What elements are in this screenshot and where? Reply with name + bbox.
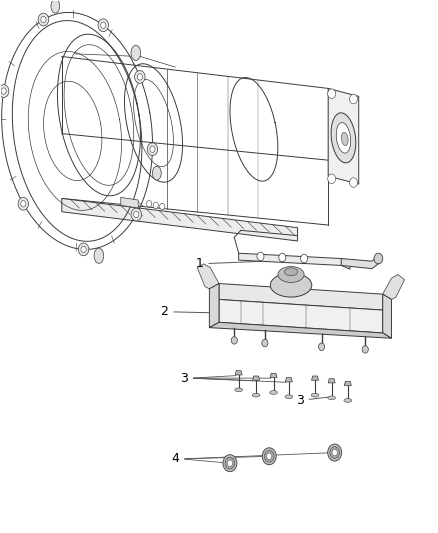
Ellipse shape [235,388,243,392]
Circle shape [153,202,158,208]
Polygon shape [344,381,351,385]
Circle shape [332,449,337,456]
Text: 3: 3 [296,394,329,407]
Circle shape [350,94,357,104]
Polygon shape [328,88,359,184]
Ellipse shape [152,166,161,180]
Polygon shape [235,370,242,375]
Circle shape [159,203,165,209]
Circle shape [279,253,286,262]
Circle shape [350,177,357,187]
Ellipse shape [131,45,141,61]
Circle shape [262,448,276,465]
Polygon shape [341,255,381,269]
Circle shape [38,13,49,26]
Circle shape [147,143,158,156]
Polygon shape [311,376,318,380]
Circle shape [0,85,9,98]
Circle shape [267,453,272,459]
Circle shape [101,22,106,28]
Circle shape [328,444,342,461]
Circle shape [134,70,145,83]
Circle shape [134,212,139,218]
Circle shape [265,450,274,462]
Text: 1: 1 [195,257,288,270]
Circle shape [330,447,339,458]
Polygon shape [219,300,383,333]
Circle shape [78,243,89,256]
Ellipse shape [285,395,293,399]
Polygon shape [383,274,405,300]
Text: 2: 2 [160,305,233,318]
Polygon shape [219,284,383,310]
Circle shape [231,337,237,344]
Ellipse shape [328,396,336,400]
Polygon shape [121,197,138,208]
Circle shape [374,253,383,264]
Circle shape [227,460,233,466]
Polygon shape [328,378,335,383]
Circle shape [131,208,141,221]
Ellipse shape [252,393,260,397]
Circle shape [300,254,307,263]
Polygon shape [197,264,219,289]
Text: 3: 3 [180,372,188,385]
Circle shape [257,252,264,261]
Circle shape [150,146,155,152]
Circle shape [18,197,28,210]
Ellipse shape [336,123,351,153]
Circle shape [223,455,237,472]
Circle shape [98,19,109,31]
Circle shape [262,340,268,347]
Polygon shape [209,322,392,338]
Ellipse shape [51,0,60,13]
Polygon shape [253,376,260,380]
Ellipse shape [285,268,297,276]
Polygon shape [62,198,297,241]
Ellipse shape [278,266,304,282]
Ellipse shape [341,132,348,146]
Text: 4: 4 [171,453,179,465]
Ellipse shape [94,248,104,263]
Circle shape [147,200,152,207]
Polygon shape [383,294,392,338]
Circle shape [328,174,336,183]
Circle shape [362,346,368,353]
Circle shape [21,200,26,207]
Polygon shape [270,373,277,377]
Polygon shape [209,284,219,328]
Circle shape [225,457,235,469]
Polygon shape [239,253,350,269]
Circle shape [318,343,325,351]
Circle shape [1,88,6,94]
Ellipse shape [331,113,356,163]
Ellipse shape [270,391,277,394]
Ellipse shape [344,399,352,402]
Circle shape [137,74,142,80]
Circle shape [81,246,86,253]
Circle shape [328,89,336,99]
Polygon shape [286,377,292,382]
Circle shape [41,17,46,23]
Ellipse shape [270,273,312,297]
Ellipse shape [311,393,319,397]
